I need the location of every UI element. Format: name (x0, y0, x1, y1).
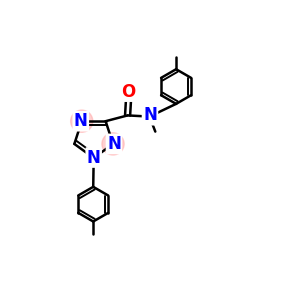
Text: O: O (122, 82, 136, 100)
Circle shape (102, 133, 124, 155)
Circle shape (71, 110, 93, 132)
Text: N: N (87, 148, 100, 166)
Text: N: N (74, 112, 88, 130)
Text: N: N (107, 135, 121, 153)
Text: N: N (143, 106, 157, 124)
